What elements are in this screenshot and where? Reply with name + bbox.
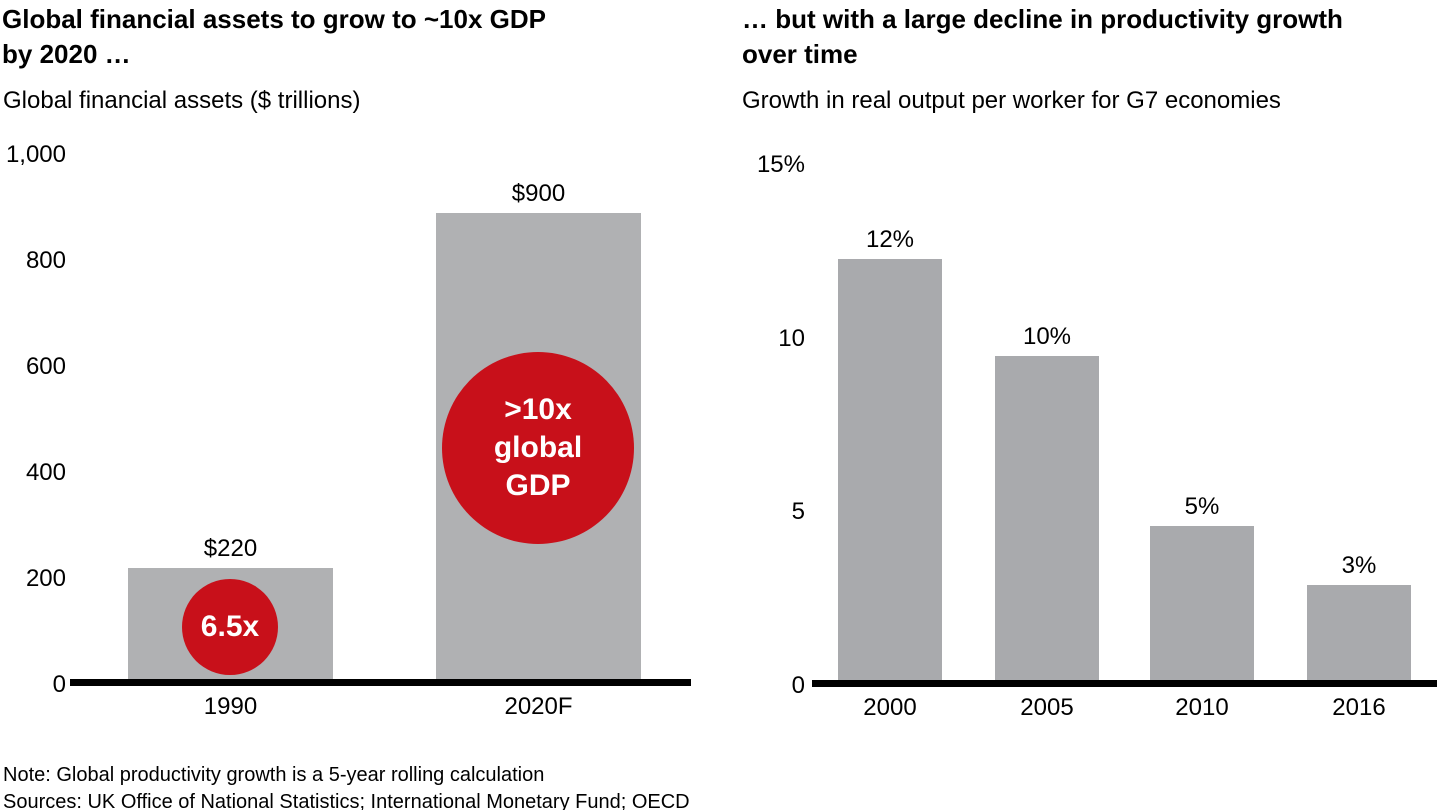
bar-value-label: 5% bbox=[1184, 493, 1220, 520]
footer-notes: Note: Global productivity growth is a 5-… bbox=[3, 762, 690, 810]
circle-text-line: GDP bbox=[505, 469, 571, 502]
right-chart-title-line2: over time bbox=[742, 39, 858, 69]
circle-text-line: global bbox=[493, 431, 583, 464]
x-category-label: 2020F bbox=[504, 693, 573, 720]
x-category-label: 2010 bbox=[1175, 694, 1229, 721]
x-category-label: 2005 bbox=[1020, 694, 1074, 721]
x-axis-line bbox=[812, 680, 1437, 687]
x-category-label: 2000 bbox=[863, 694, 917, 721]
footer-note: Note: Global productivity growth is a 5-… bbox=[3, 764, 545, 786]
bar-value-label: 3% bbox=[1341, 552, 1377, 579]
footer-sources: Sources: UK Office of National Statistic… bbox=[3, 791, 690, 810]
bar-value-label: 12% bbox=[865, 226, 915, 253]
y-tick-label: 1,000 bbox=[5, 141, 66, 168]
bar bbox=[1150, 526, 1254, 686]
bar-value-label: $900 bbox=[511, 180, 566, 207]
gdp-multiple-circle: 6.5x bbox=[182, 579, 278, 675]
y-tick-label: 400 bbox=[25, 459, 66, 486]
y-tick-label: 600 bbox=[25, 353, 66, 380]
left-chart-title: Global financial assets to grow to ~10x … bbox=[2, 2, 662, 72]
left-chart-title-line2: by 2020 … bbox=[2, 39, 131, 69]
x-category-label: 1990 bbox=[203, 693, 258, 720]
y-tick-label: 0 bbox=[52, 671, 66, 698]
left-chart-subtitle: Global financial assets ($ trillions) bbox=[3, 87, 361, 114]
y-tick-label: 200 bbox=[25, 565, 66, 592]
bar bbox=[838, 259, 942, 686]
right-chart-title: … but with a large decline in productivi… bbox=[742, 2, 1432, 72]
right-chart-subtitle: Growth in real output per worker for G7 … bbox=[742, 87, 1281, 114]
left-chart-title-line1: Global financial assets to grow to ~10x … bbox=[2, 4, 546, 34]
x-axis-line bbox=[70, 679, 691, 686]
circle-text-line: >10x bbox=[504, 393, 572, 426]
x-category-label: 2016 bbox=[1332, 694, 1386, 721]
bar bbox=[1307, 585, 1411, 686]
y-tick-label: 10 bbox=[778, 324, 805, 352]
bar-value-label: 10% bbox=[1022, 323, 1072, 350]
circle-text-line: 6.5x bbox=[200, 610, 260, 643]
y-tick-label: 5 bbox=[791, 498, 805, 526]
y-tick-label: 800 bbox=[25, 247, 66, 274]
y-tick-label: 0 bbox=[791, 672, 805, 699]
y-tick-label: 15% bbox=[756, 151, 805, 179]
bar bbox=[995, 356, 1099, 686]
gdp-multiple-circle: >10x global GDP bbox=[442, 352, 634, 544]
right-chart-title-line1: … but with a large decline in productivi… bbox=[742, 4, 1343, 34]
bar-value-label: $220 bbox=[203, 535, 258, 562]
